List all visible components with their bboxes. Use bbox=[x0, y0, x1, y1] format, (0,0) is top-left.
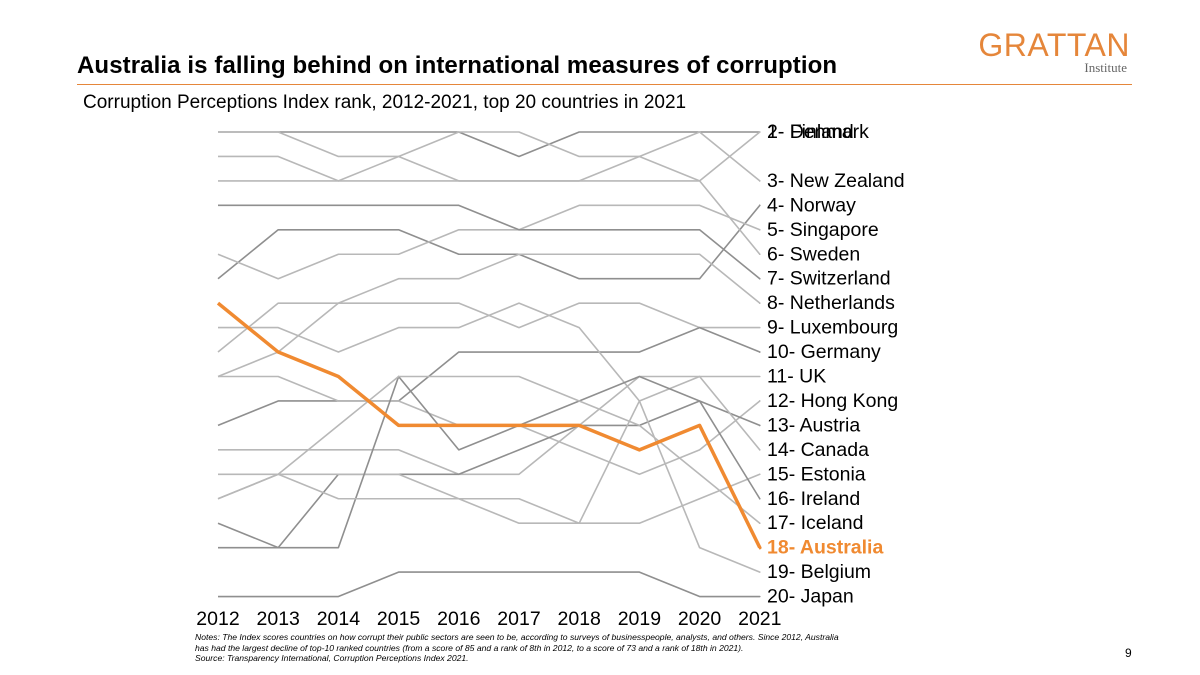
chart-notes: Notes: The Index scores countries on how… bbox=[195, 632, 985, 664]
notes-line-1: Notes: The Index scores countries on how… bbox=[195, 632, 839, 642]
x-tick-2019: 2019 bbox=[618, 608, 661, 630]
series-label-new-zealand: 3- New Zealand bbox=[767, 170, 905, 192]
series-label-ireland: 16- Ireland bbox=[767, 488, 860, 510]
grattan-logo: GRATTAN Institute bbox=[978, 28, 1138, 78]
series-label-singapore: 5- Singapore bbox=[767, 219, 879, 241]
chart-title: Australia is falling behind on internati… bbox=[77, 52, 838, 79]
series-label-switzerland: 7- Switzerland bbox=[767, 268, 891, 290]
series-label-sweden: 6- Sweden bbox=[767, 243, 860, 265]
series-line-netherlands bbox=[217, 253, 761, 353]
series-line-norway bbox=[217, 204, 761, 280]
series-line-switzerland bbox=[218, 204, 761, 280]
series-line-singapore bbox=[217, 204, 761, 280]
x-tick-2013: 2013 bbox=[257, 608, 300, 630]
series-label-canada: 14- Canada bbox=[767, 439, 869, 461]
notes-line-2: has had the largest decline of top-10 ra… bbox=[195, 642, 744, 653]
x-tick-2017: 2017 bbox=[497, 608, 540, 630]
logo-wordmark: GRATTAN bbox=[978, 27, 1130, 63]
x-tick-2016: 2016 bbox=[437, 608, 480, 630]
series-line-austria bbox=[218, 400, 761, 549]
x-axis-ticks: 2012 2013 2014 2015 2016 2017 2018 2019 2020 2021 bbox=[196, 608, 781, 630]
logo-subtitle: Institute bbox=[1084, 60, 1127, 75]
series-lines bbox=[216, 131, 762, 598]
series-line-denmark bbox=[218, 131, 761, 158]
series-label-japan: 20- Japan bbox=[767, 586, 854, 608]
series-label-luxembourg: 9- Luxembourg bbox=[767, 317, 898, 339]
chart-subtitle: Corruption Perceptions Index rank, 2012-… bbox=[83, 92, 687, 113]
page-number: 9 bbox=[1125, 646, 1132, 660]
series-label-denmark: 1- Denmark bbox=[767, 121, 869, 143]
series-label-norway: 4- Norway bbox=[767, 194, 856, 216]
x-tick-2020: 2020 bbox=[678, 608, 722, 630]
x-tick-2018: 2018 bbox=[558, 608, 601, 630]
series-line-iceland bbox=[217, 375, 761, 525]
series-label-austria: 13- Austria bbox=[767, 414, 860, 436]
notes-source: Source: Transparency International, Corr… bbox=[195, 653, 469, 663]
series-label-belgium: 19- Belgium bbox=[767, 561, 871, 583]
series-label-germany: 10- Germany bbox=[767, 341, 881, 363]
series-line-canada bbox=[218, 302, 761, 451]
series-line-germany bbox=[217, 326, 761, 427]
series-line-belgium bbox=[218, 400, 761, 573]
series-line-uk bbox=[218, 375, 761, 476]
series-label-estonia: 15- Estonia bbox=[767, 463, 866, 485]
series-line-new-zealand bbox=[218, 131, 761, 182]
x-tick-2021: 2021 bbox=[738, 608, 781, 630]
x-tick-2012: 2012 bbox=[196, 608, 239, 630]
x-tick-2015: 2015 bbox=[377, 608, 421, 630]
series-line-luxembourg bbox=[217, 302, 761, 378]
series-label-finland: 2- Finland bbox=[767, 121, 854, 143]
x-tick-2014: 2014 bbox=[317, 608, 361, 630]
series-label-iceland: 17- Iceland bbox=[767, 512, 863, 534]
series-label-uk: 11- UK bbox=[767, 366, 826, 388]
series-line-sweden bbox=[218, 180, 761, 256]
series-line-finland bbox=[218, 131, 761, 182]
series-label-hong-kong: 12- Hong Kong bbox=[767, 390, 898, 412]
series-label-netherlands: 8- Netherlands bbox=[767, 292, 895, 314]
title-underline bbox=[77, 84, 1132, 85]
series-line-australia bbox=[216, 301, 762, 550]
series-line-japan bbox=[218, 571, 761, 598]
series-label-australia: 18- Australia bbox=[767, 537, 883, 559]
